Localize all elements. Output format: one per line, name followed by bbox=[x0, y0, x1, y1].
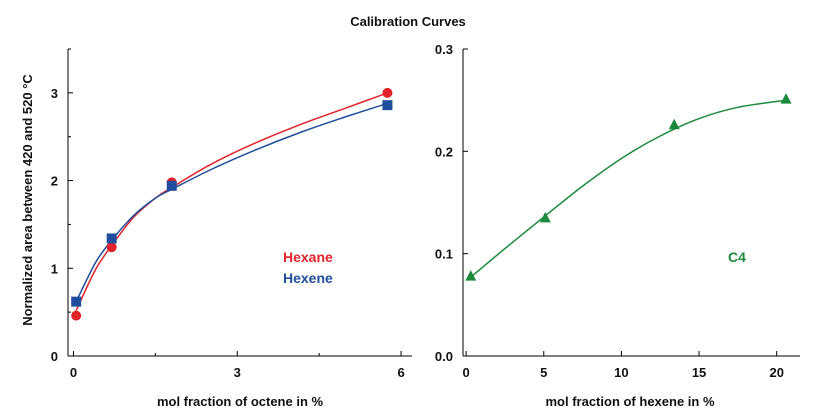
hexene-data-point bbox=[382, 100, 393, 111]
c4-data-point bbox=[539, 211, 551, 223]
c4-data-point bbox=[668, 118, 680, 130]
octene-x-tick-label: 3 bbox=[234, 365, 241, 380]
hexene-x-axis-title: mol fraction of hexene in % bbox=[545, 394, 714, 409]
octene-y-tick-label: 3 bbox=[51, 86, 58, 101]
octene-y-tick-label: 1 bbox=[51, 261, 58, 276]
hexene-x-tick-label: 0 bbox=[462, 365, 469, 380]
hexane-legend-label: Hexane bbox=[283, 249, 333, 265]
hexene-x-tick-label: 10 bbox=[614, 365, 628, 380]
hexene-legend-label: Hexene bbox=[283, 270, 333, 286]
hexene-y-tick-label: 0.1 bbox=[435, 247, 453, 262]
hexene-data-point bbox=[166, 180, 177, 191]
hexene-data-point bbox=[106, 233, 117, 244]
hexene-x-tick-label: 20 bbox=[769, 365, 783, 380]
hexene-y-tick-label: 0.2 bbox=[435, 144, 453, 159]
hexane-data-point bbox=[71, 310, 82, 321]
octene-x-axis-title: mol fraction of octene in % bbox=[157, 394, 324, 409]
figure-title: Calibration Curves bbox=[350, 14, 466, 29]
c4-legend-label: C4 bbox=[728, 249, 746, 265]
hexane-data-point bbox=[382, 87, 393, 98]
c4-fit-curve bbox=[470, 99, 787, 278]
hexane-data-point bbox=[106, 242, 117, 253]
octene-y-axis-title: Normalized area between 420 and 520 °C bbox=[20, 74, 35, 326]
octene-calibration-chart: 0 3 6 0 1 2 3 mol fraction of octene in % Normal… bbox=[20, 48, 412, 409]
octene-y-tick-label: 2 bbox=[51, 174, 58, 189]
hexene-x-tick-label: 15 bbox=[692, 365, 706, 380]
hexene-x-tick-label: 5 bbox=[540, 365, 547, 380]
octene-x-tick-label: 6 bbox=[397, 365, 404, 380]
hexene-y-tick-label: 0.3 bbox=[435, 42, 453, 57]
c4-data-point bbox=[465, 270, 477, 281]
hexene-data-point bbox=[71, 296, 82, 307]
hexene-y-tick-label: 0.0 bbox=[435, 349, 453, 364]
hexene-fit-curve bbox=[75, 102, 388, 302]
octene-y-tick-label: 0 bbox=[51, 349, 58, 364]
hexane-fit-curve bbox=[75, 92, 388, 311]
hexene-calibration-chart: 0 5 10 15 20 0.0 0.1 0.2 0.3 mol fraction of hexe… bbox=[435, 42, 800, 409]
octene-x-tick-label: 0 bbox=[70, 365, 77, 380]
c4-data-point bbox=[780, 93, 792, 104]
